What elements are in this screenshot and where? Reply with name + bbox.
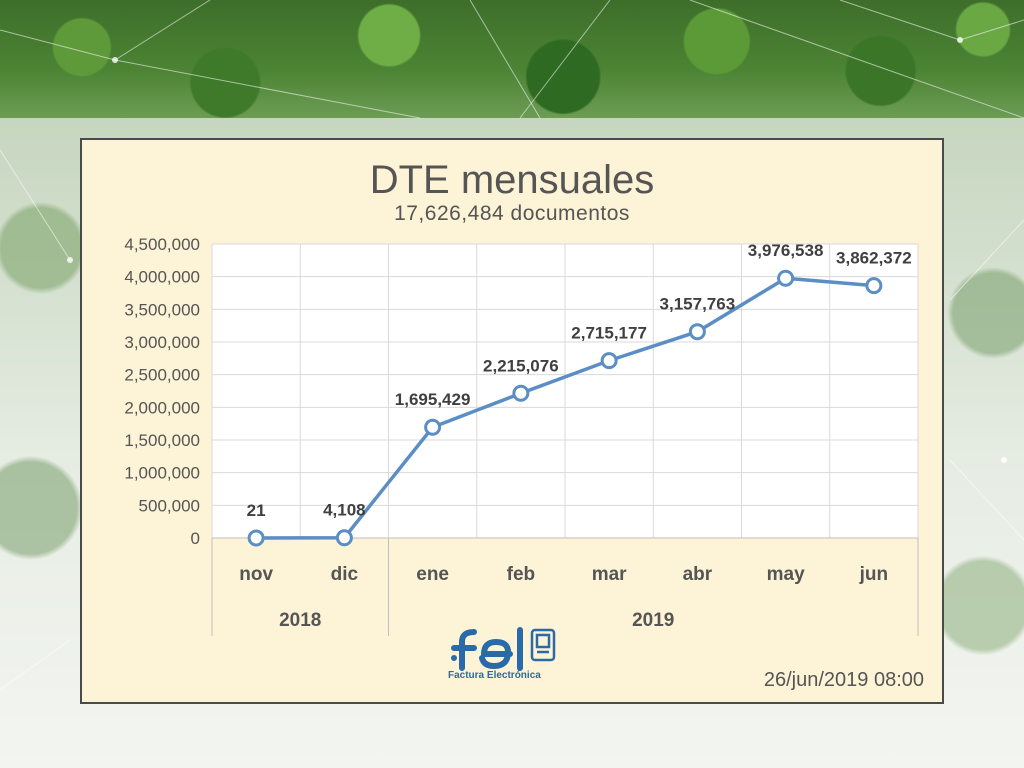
data-label: 2,715,177: [571, 324, 647, 343]
x-tick-label: ene: [416, 564, 449, 585]
data-point: [865, 277, 883, 295]
y-tick-label: 1,000,000: [124, 464, 200, 483]
data-label: 1,695,429: [395, 390, 471, 409]
forest-background-top: [0, 0, 1024, 118]
group-label: 2019: [632, 610, 674, 631]
y-tick-label: 500,000: [139, 496, 200, 515]
data-label: 3,976,538: [748, 241, 824, 260]
chart-title: DTE mensuales: [369, 158, 655, 202]
x-tick-label: abr: [683, 564, 713, 585]
y-tick-label: 4,500,000: [124, 235, 200, 254]
chart-subtitle: 17,626,484 documentos: [394, 202, 630, 225]
y-tick-label: 2,500,000: [124, 366, 200, 385]
data-point: [600, 352, 618, 370]
timestamp: 26/jun/2019 08:00: [763, 669, 924, 691]
data-point: [424, 418, 442, 436]
y-tick-label: 4,000,000: [124, 268, 200, 287]
data-point: [777, 269, 795, 287]
x-tick-label: feb: [507, 564, 536, 585]
data-point: [512, 384, 530, 402]
y-tick-label: 3,500,000: [124, 300, 200, 319]
data-label: 4,108: [323, 501, 366, 520]
data-point: [335, 529, 353, 547]
data-label: 3,157,763: [660, 295, 736, 314]
y-tick-label: 1,500,000: [124, 431, 200, 450]
x-tick-label: jun: [859, 564, 889, 585]
y-tick-label: 2,000,000: [124, 398, 200, 417]
data-label: 21: [247, 501, 266, 520]
chart-panel: DTE mensuales 17,626,484 documentos 0 500…: [80, 138, 944, 704]
group-label: 2018: [279, 610, 321, 631]
x-tick-label: nov: [239, 564, 273, 585]
series-line: [256, 276, 875, 540]
x-tick-label: may: [767, 564, 805, 585]
y-tick-label: 0: [191, 529, 200, 548]
fel-logo: Factura Electrónica: [448, 624, 588, 688]
y-tick-label: 3,000,000: [124, 333, 200, 352]
data-point: [688, 323, 706, 341]
data-label: 2,215,076: [483, 356, 559, 375]
logo-caption: Factura Electrónica: [448, 670, 541, 681]
line-chart: 0 500,000 1,000,000 1,500,000 2,000,000 2,500…: [124, 235, 919, 636]
data-point: [247, 529, 265, 547]
data-label: 3,862,372: [836, 249, 912, 268]
x-tick-label: dic: [331, 564, 359, 585]
x-tick-label: mar: [592, 564, 627, 585]
